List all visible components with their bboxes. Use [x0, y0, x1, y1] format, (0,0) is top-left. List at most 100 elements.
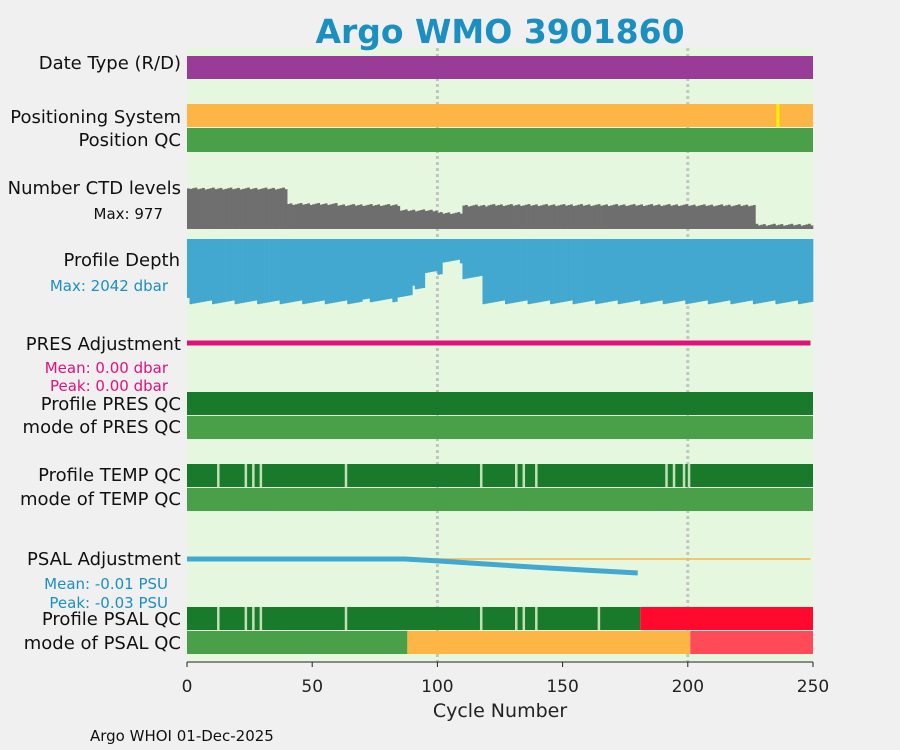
ctd-levels-area-bar-176 — [627, 205, 631, 229]
temp-qc-gap-131 — [515, 464, 518, 487]
profile-depth-bar-58 — [332, 239, 336, 303]
ctd-levels-area-bar-181 — [640, 204, 644, 229]
ctd-levels-area-bar-180 — [637, 205, 641, 229]
ctd-levels-area-bar-193 — [670, 205, 674, 229]
profile-depth-bar-137 — [530, 239, 533, 304]
psal-qc-gap-117 — [479, 607, 483, 630]
profile-depth-bar-48 — [307, 239, 310, 304]
profile-depth-bar-121 — [489, 239, 493, 303]
ctd-levels-area-bar-171 — [615, 204, 618, 229]
ctd-levels-area-bar-53 — [319, 204, 323, 229]
profile-depth-bar-233 — [770, 239, 774, 301]
ctd-levels-area-bar-166 — [602, 205, 606, 229]
profile-depth-bar-163 — [595, 239, 598, 305]
ctd-levels-area-bar-99 — [434, 210, 438, 229]
ctd-levels-area-bar-109 — [459, 213, 463, 229]
ctd-levels-area-bar-238 — [782, 225, 786, 229]
profile-depth-bar-19 — [234, 239, 238, 305]
profile-depth-bar-213 — [720, 239, 724, 302]
profile-depth-bar-124 — [497, 239, 501, 302]
profile-psal-qc-seg-1 — [640, 607, 813, 630]
ctd-levels-area-bar-64 — [347, 205, 351, 229]
profile-depth-bar-36 — [277, 239, 280, 301]
date-type-bar — [187, 56, 813, 79]
ctd-levels-area-bar-153 — [570, 204, 573, 229]
profile-depth-bar-122 — [492, 239, 496, 303]
profile-depth-bar-80 — [387, 239, 391, 300]
profile-depth-bar-29 — [259, 239, 263, 304]
pres-peak-text: Peak: 0.00 dbar — [50, 377, 169, 395]
ctd-levels-area-bar-199 — [685, 204, 689, 229]
ctd-levels-area-bar-100 — [437, 212, 441, 229]
label-mode-temp-qc: mode of TEMP QC — [20, 489, 181, 510]
profile-depth-bar-225 — [750, 239, 754, 301]
profile-depth-bar-117 — [479, 239, 483, 276]
psal-qc-gap-134 — [522, 607, 526, 630]
ctd-levels-area-bar-73 — [369, 204, 373, 229]
ctd-levels-area-bar-71 — [364, 205, 368, 229]
profile-depth-bar-62 — [342, 239, 346, 301]
ctd-levels-area-bar-47 — [304, 203, 308, 229]
profile-depth-bar-141 — [540, 239, 543, 302]
ctd-levels-area-bar-70 — [362, 206, 366, 229]
ctd-levels-area-bar-200 — [687, 205, 691, 229]
profile-depth-bar-226 — [752, 239, 756, 305]
ctd-levels-area-bar-141 — [540, 205, 543, 229]
profile-depth-bar-59 — [334, 239, 338, 303]
temp-qc-gap-200 — [687, 464, 691, 487]
ctd-levels-area-bar-197 — [680, 205, 684, 229]
ctd-levels-area-bar-114 — [472, 205, 476, 229]
profile-depth-bar-220 — [737, 239, 741, 303]
ctd-levels-area-bar-84 — [397, 206, 401, 229]
profile-depth-bar-16 — [227, 239, 230, 302]
profile-depth-bar-47 — [304, 239, 308, 304]
ctd-levels-area-bar-223 — [745, 204, 749, 229]
profile-depth-bar-172 — [617, 239, 621, 305]
profile-depth-bar-186 — [652, 239, 656, 302]
ctd-levels-area-bar-11 — [214, 189, 218, 229]
profile-depth-bar-27 — [254, 239, 258, 301]
ctd-levels-area-bar-117 — [479, 205, 483, 229]
profile-depth-bar-238 — [782, 239, 786, 303]
profile-depth-bar-82 — [392, 239, 396, 303]
ctd-levels-area-bar-89 — [409, 210, 413, 229]
ctd-levels-area-bar-206 — [702, 204, 706, 229]
ctd-levels-area-bar-133 — [520, 206, 523, 229]
ctd-levels-area-bar-127 — [505, 205, 508, 229]
profile-depth-bar-68 — [357, 239, 361, 303]
profile-depth-bar-143 — [545, 239, 548, 301]
ctd-levels-area-bar-191 — [665, 204, 669, 229]
ctd-levels-area-bar-93 — [419, 210, 423, 229]
profile-depth-bar-189 — [660, 239, 664, 301]
profile-depth-bar-237 — [780, 239, 784, 304]
ctd-levels-area-bar-146 — [552, 204, 556, 229]
profile-depth-bar-219 — [735, 239, 739, 304]
ctd-levels-area-bar-21 — [239, 189, 243, 229]
ctd-levels-area-bar-173 — [620, 205, 623, 229]
ctd-levels-area-bar-155 — [575, 205, 578, 229]
ctd-levels-area-bar-107 — [454, 212, 458, 229]
ctd-levels-area-bar-39 — [284, 189, 288, 229]
profile-depth-bar-28 — [257, 239, 260, 305]
ctd-levels-area-bar-186 — [652, 205, 656, 229]
profile-depth-bar-52 — [317, 239, 321, 302]
x-tick-label-0: 0 — [182, 677, 193, 697]
ctd-levels-area-bar-188 — [657, 204, 661, 229]
profile-depth-bar-156 — [577, 239, 581, 304]
ctd-levels-area-bar-122 — [492, 204, 496, 229]
profile-depth-bar-106 — [452, 239, 456, 261]
psal-qc-gap-26 — [252, 607, 255, 630]
label-pres-adjustment: PRES Adjustment — [26, 334, 181, 355]
profile-depth-bar-30 — [262, 239, 265, 304]
ctd-levels-area-bar-126 — [502, 206, 506, 229]
profile-depth-bar-195 — [675, 239, 679, 302]
profile-depth-bar-18 — [232, 239, 235, 301]
profile-depth-bar-13 — [219, 239, 223, 303]
label-profile-pres-qc: Profile PRES QC — [41, 394, 181, 415]
profile-depth-bar-3 — [194, 239, 198, 304]
profile-depth-bar-246 — [802, 239, 806, 304]
ctd-levels-area-bar-69 — [359, 204, 363, 229]
temp-qc-gap-139 — [535, 464, 538, 487]
profile-depth-bar-67 — [354, 239, 358, 303]
ctd-levels-area-bar-115 — [474, 204, 478, 229]
